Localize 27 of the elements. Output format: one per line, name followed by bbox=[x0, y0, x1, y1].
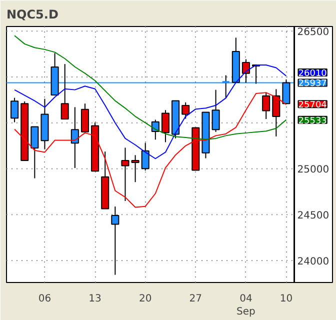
line-series bbox=[14, 35, 287, 140]
candlestick bbox=[121, 147, 130, 202]
x-tick-label: 27 bbox=[189, 294, 202, 304]
y-tick-label: 24500 bbox=[297, 210, 330, 222]
candlestick bbox=[212, 89, 220, 132]
candlestick bbox=[10, 97, 19, 123]
candlestick bbox=[80, 103, 90, 132]
candlestick bbox=[30, 126, 39, 179]
x-tick-label: 06 bbox=[38, 294, 52, 304]
candlestick bbox=[182, 102, 190, 120]
chart-title: NQC5.D bbox=[6, 8, 58, 22]
candlestick bbox=[60, 64, 69, 120]
candlestick bbox=[111, 206, 120, 276]
candlestick bbox=[131, 154, 140, 183]
candlestick bbox=[272, 88, 280, 137]
x-tick-label: 13 bbox=[88, 294, 102, 304]
x-tick-label: 10 bbox=[280, 294, 293, 304]
y-tick-label: 24000 bbox=[297, 256, 330, 268]
annotation: 25533 bbox=[298, 116, 327, 126]
x-tick-label: 20 bbox=[138, 294, 152, 304]
candlestick bbox=[161, 110, 170, 143]
candlestick bbox=[70, 106, 79, 168]
x-tick-label: 04 Sep bbox=[236, 294, 256, 318]
y-tick-label: 26500 bbox=[297, 27, 330, 38]
candlestick bbox=[262, 92, 270, 120]
candlestick bbox=[141, 142, 150, 172]
y-tick-label: 25000 bbox=[297, 164, 330, 176]
